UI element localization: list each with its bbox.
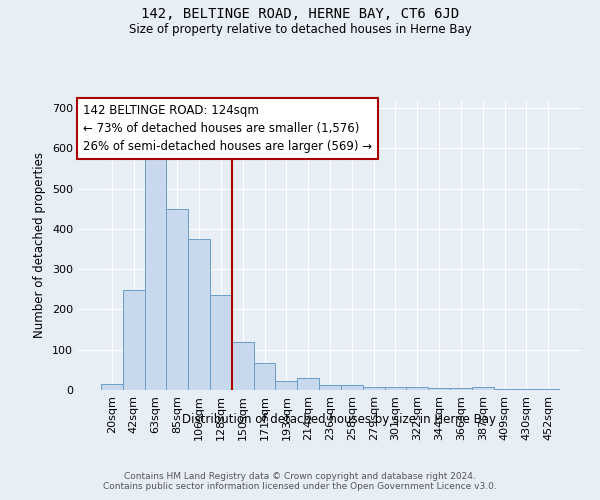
Bar xyxy=(166,209,188,390)
Bar xyxy=(450,388,472,390)
Bar xyxy=(232,342,254,390)
Bar xyxy=(275,381,297,390)
Bar xyxy=(297,378,319,390)
Bar xyxy=(101,384,123,390)
Bar xyxy=(254,362,275,390)
Text: Contains public sector information licensed under the Open Government Licence v3: Contains public sector information licen… xyxy=(103,482,497,491)
Text: 142, BELTINGE ROAD, HERNE BAY, CT6 6JD: 142, BELTINGE ROAD, HERNE BAY, CT6 6JD xyxy=(141,8,459,22)
Bar xyxy=(385,387,406,390)
Bar xyxy=(494,389,515,390)
Bar xyxy=(319,385,341,390)
Text: Distribution of detached houses by size in Herne Bay: Distribution of detached houses by size … xyxy=(182,412,496,426)
Y-axis label: Number of detached properties: Number of detached properties xyxy=(34,152,46,338)
Bar xyxy=(341,385,363,390)
Bar xyxy=(406,387,428,390)
Text: Size of property relative to detached houses in Herne Bay: Size of property relative to detached ho… xyxy=(128,22,472,36)
Bar xyxy=(363,387,385,390)
Bar xyxy=(472,387,494,390)
Bar xyxy=(123,290,145,390)
Text: 142 BELTINGE ROAD: 124sqm
← 73% of detached houses are smaller (1,576)
26% of se: 142 BELTINGE ROAD: 124sqm ← 73% of detac… xyxy=(83,104,372,154)
Bar xyxy=(145,156,166,390)
Text: Contains HM Land Registry data © Crown copyright and database right 2024.: Contains HM Land Registry data © Crown c… xyxy=(124,472,476,481)
Bar xyxy=(537,389,559,390)
Bar xyxy=(210,296,232,390)
Bar xyxy=(515,389,537,390)
Bar xyxy=(428,388,450,390)
Bar xyxy=(188,239,210,390)
